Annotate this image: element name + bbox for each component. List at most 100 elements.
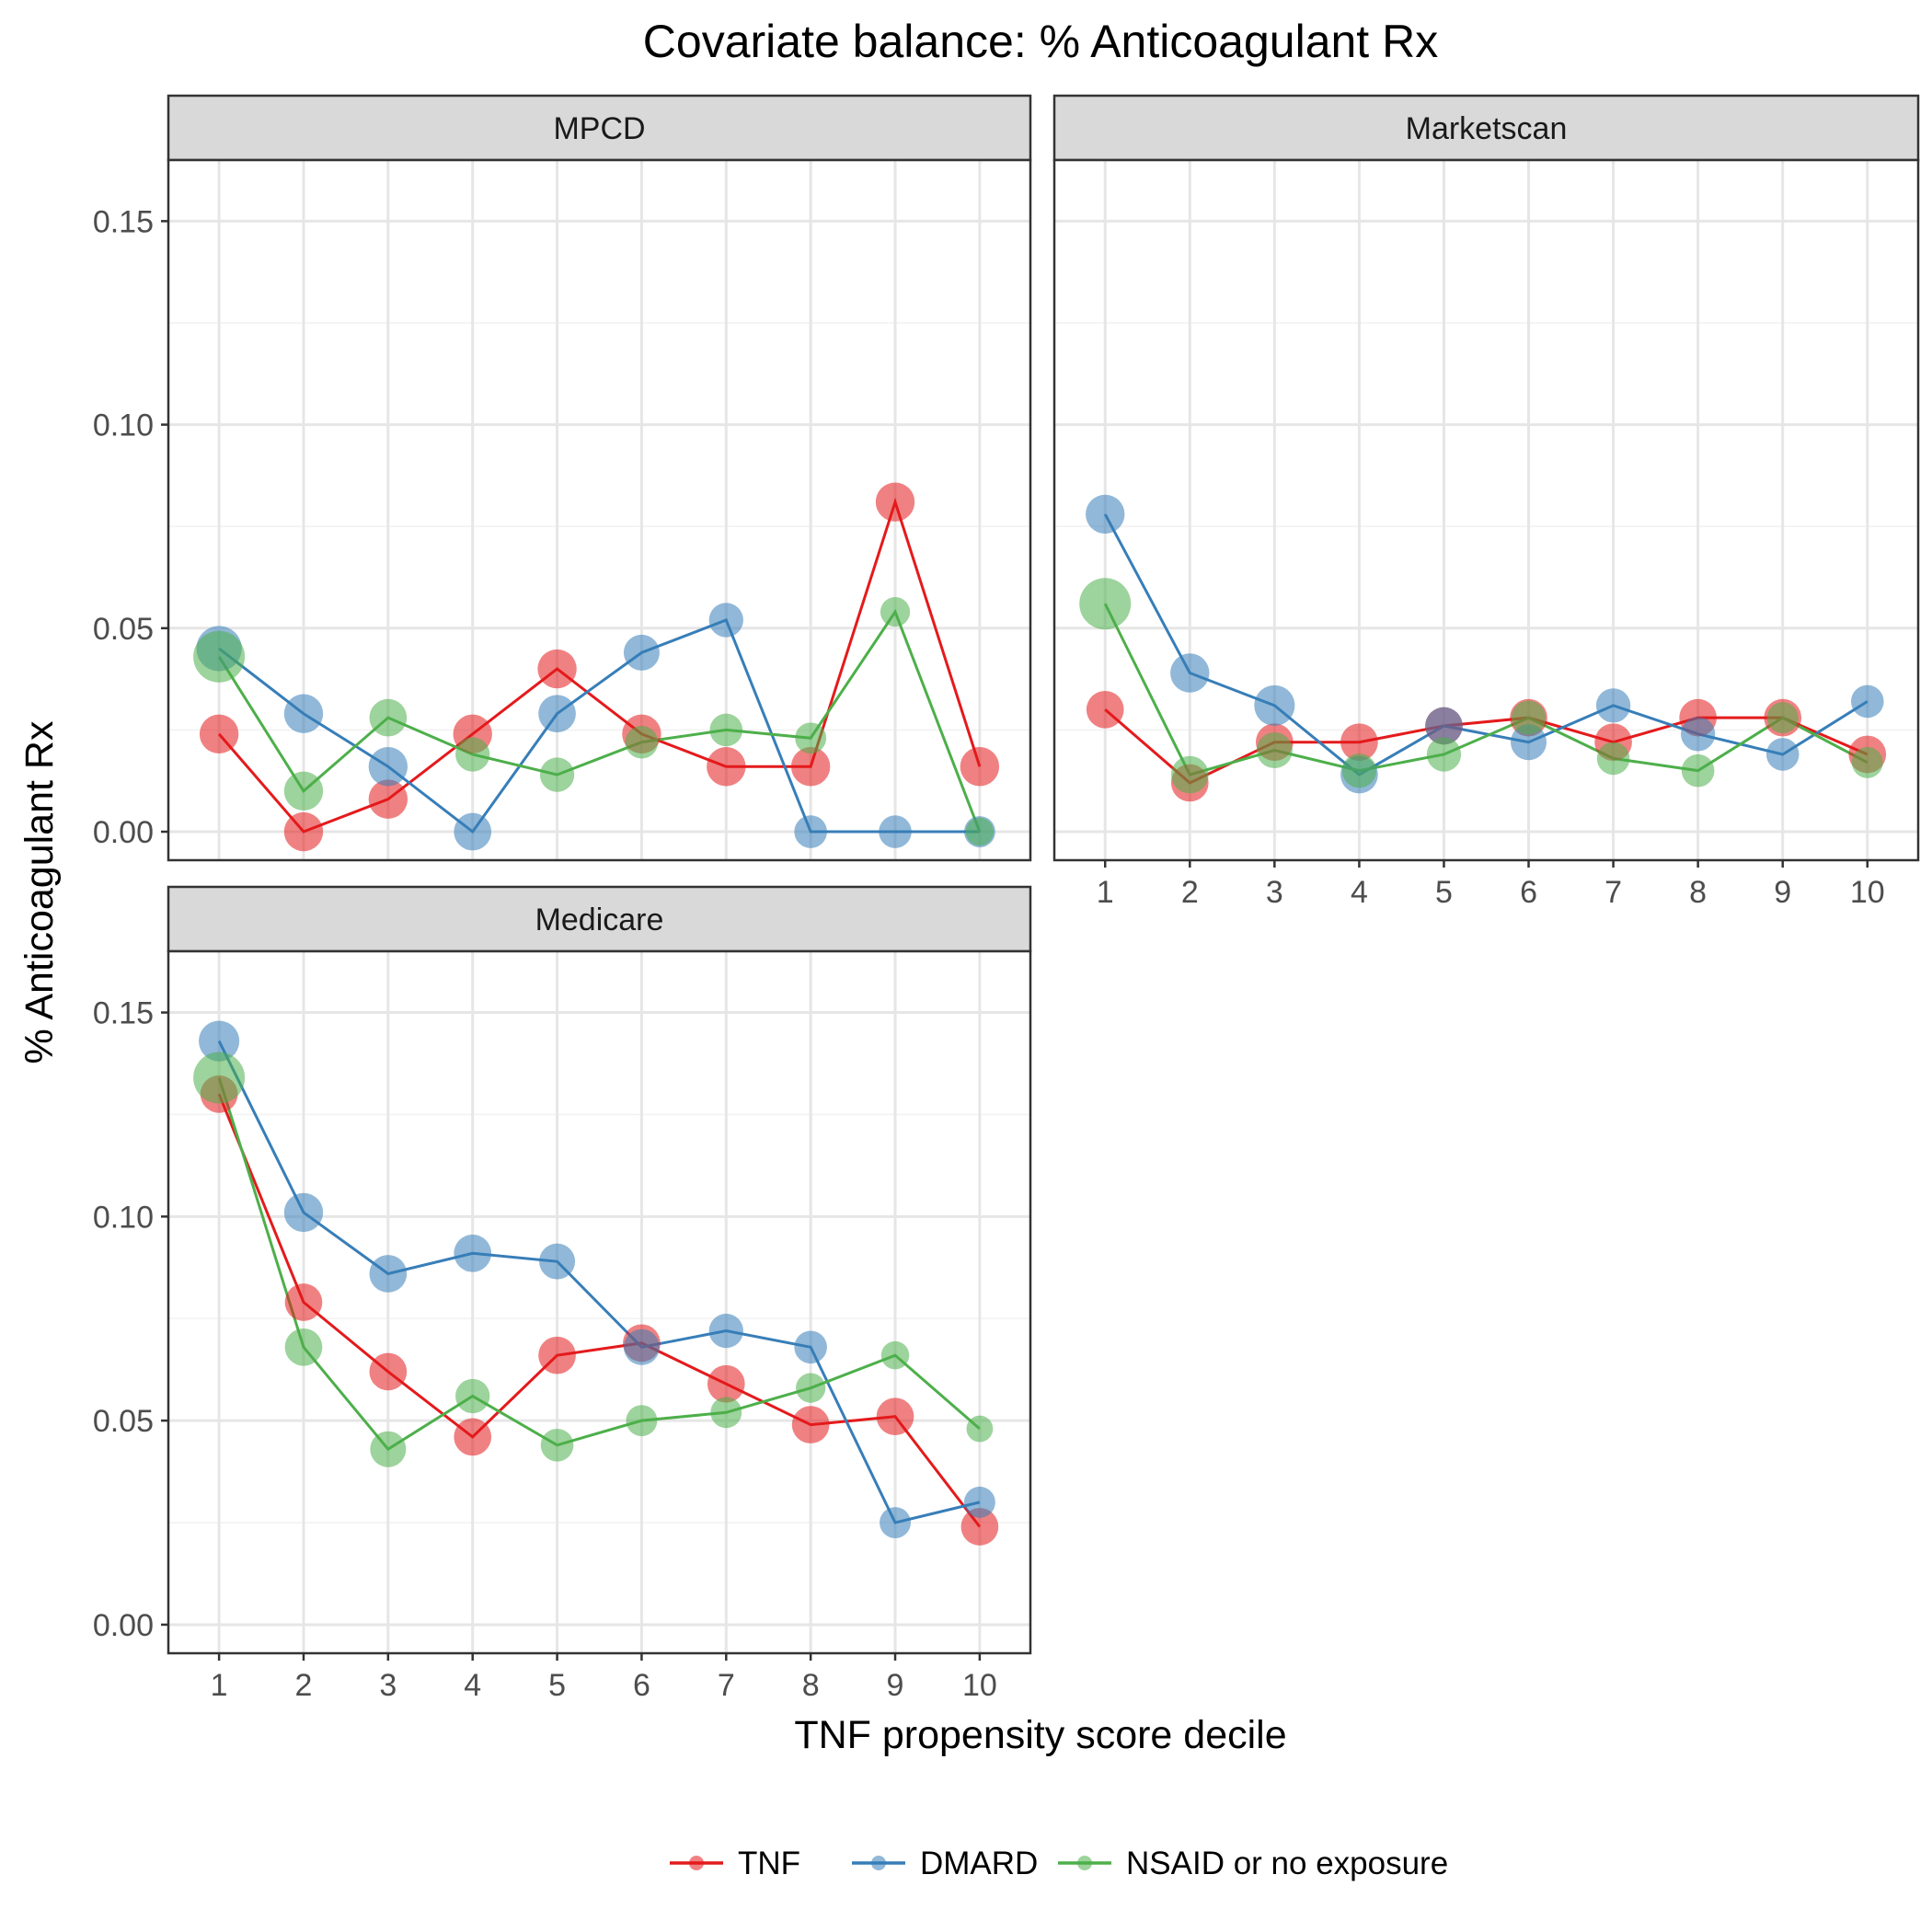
data-point: [455, 737, 490, 772]
legend-key-point: [871, 1856, 886, 1870]
data-point: [283, 694, 324, 733]
data-point: [1170, 755, 1209, 794]
x-tick-label: 6: [1520, 875, 1537, 910]
data-point: [368, 747, 408, 787]
y-tick-label: 0.10: [93, 408, 154, 443]
data-point: [708, 1313, 743, 1349]
data-point: [880, 1507, 911, 1538]
data-point: [707, 1364, 745, 1403]
data-point: [796, 1373, 826, 1403]
x-tick-label: 1: [211, 1668, 228, 1703]
data-point: [538, 695, 576, 733]
legend: TNF DMARD NSAID or no exposure: [670, 1846, 1448, 1881]
y-tick-label: 0.00: [93, 1608, 154, 1643]
series-line-tnf: [217, 1093, 982, 1528]
data-point: [1254, 684, 1295, 726]
data-point: [1596, 742, 1630, 776]
y-tick-label: 0.15: [93, 996, 154, 1031]
data-point: [1425, 707, 1463, 745]
data-point: [455, 1378, 490, 1414]
data-point: [369, 1352, 408, 1391]
x-tick-label: 5: [548, 1668, 566, 1703]
legend-label: NSAID or no exposure: [1126, 1846, 1448, 1881]
data-point: [791, 1406, 830, 1443]
y-tick-label: 0.10: [93, 1200, 154, 1235]
x-tick-label: 8: [802, 1668, 820, 1703]
facet-strip: [167, 885, 1032, 953]
data-point: [454, 1418, 492, 1456]
panel-mpcd: MPCD 0.00 0.05 0.10 0.15: [93, 94, 1032, 862]
data-point: [283, 1192, 324, 1233]
data-point: [199, 714, 239, 754]
data-point: [708, 603, 743, 638]
data-point: [537, 649, 577, 689]
data-point: [960, 747, 1000, 787]
data-point: [707, 747, 746, 787]
x-tick-label: 3: [1266, 875, 1283, 910]
data-point: [370, 1431, 407, 1467]
legend-label: DMARD: [920, 1846, 1038, 1881]
panel-border: [167, 158, 1032, 862]
data-point: [1681, 753, 1715, 788]
series-line-nsaid-or-no-exposure: [1103, 603, 1869, 776]
y-axis-title: % Anticoagulant Rx: [17, 720, 62, 1064]
legend-label: TNF: [738, 1846, 800, 1881]
data-point: [625, 725, 659, 759]
y-tick-label: 0.00: [93, 815, 154, 850]
data-point: [1170, 653, 1210, 693]
data-point: [1511, 700, 1547, 735]
data-point: [283, 771, 324, 811]
data-point: [193, 630, 246, 683]
facet-panels: MPCD 0.00 0.05 0.10 0.15 Marketscan 1 2 3 4 5 6 7 8 9 1…: [93, 94, 1920, 1703]
data-point: [880, 1340, 910, 1370]
data-point: [1086, 494, 1125, 535]
data-point: [965, 817, 995, 846]
data-point: [539, 1243, 576, 1280]
data-point: [794, 1330, 827, 1364]
panel-border: [167, 949, 1032, 1655]
data-point: [193, 1052, 246, 1104]
x-tick-label: 2: [295, 1668, 313, 1703]
data-point: [626, 1405, 658, 1437]
data-point: [1851, 746, 1883, 778]
data-point: [709, 713, 743, 747]
data-point: [540, 1428, 574, 1462]
data-point: [1426, 737, 1462, 772]
data-point: [1079, 578, 1132, 630]
y-tick-label: 0.05: [93, 612, 154, 647]
data-point: [538, 1336, 576, 1374]
data-point: [284, 1328, 323, 1366]
series-line-dmard: [217, 1040, 981, 1524]
data-point: [710, 1397, 742, 1429]
series-line-nsaid-or-no-exposure: [217, 1077, 981, 1452]
facet-strip-label: Marketscan: [1406, 111, 1568, 146]
data-point: [960, 1508, 999, 1546]
data-point: [368, 779, 408, 819]
data-point: [623, 634, 660, 671]
chart-title: Covariate balance: % Anticoagulant Rx: [643, 16, 1438, 67]
x-tick-label: 10: [1850, 875, 1885, 910]
facet-strip-label: MPCD: [553, 111, 645, 146]
x-tick-label: 4: [464, 1668, 481, 1703]
x-tick-label: 2: [1181, 875, 1199, 910]
y-tick-label: 0.15: [93, 204, 154, 239]
x-tick-label: 5: [1435, 875, 1453, 910]
data-point: [1511, 724, 1547, 761]
data-point: [1340, 723, 1378, 762]
y-tick-label: 0.05: [93, 1404, 154, 1439]
data-point: [1680, 717, 1716, 752]
data-point: [880, 597, 911, 627]
x-tick-label: 1: [1097, 875, 1114, 910]
data-point: [284, 1283, 323, 1321]
data-point: [794, 815, 827, 848]
data-point: [963, 1486, 995, 1518]
series-line-nsaid-or-no-exposure: [217, 608, 982, 833]
legend-item-dmard: DMARD: [852, 1846, 1038, 1881]
data-point: [1086, 690, 1124, 729]
legend-item-nsaid-or-no-exposure: NSAID or no exposure: [1058, 1846, 1448, 1881]
data-point: [790, 747, 831, 787]
panel-marketscan: Marketscan 1 2 3 4 5 6 7 8 9 10: [1052, 94, 1920, 910]
data-point: [966, 1415, 994, 1443]
data-point: [1850, 684, 1884, 719]
